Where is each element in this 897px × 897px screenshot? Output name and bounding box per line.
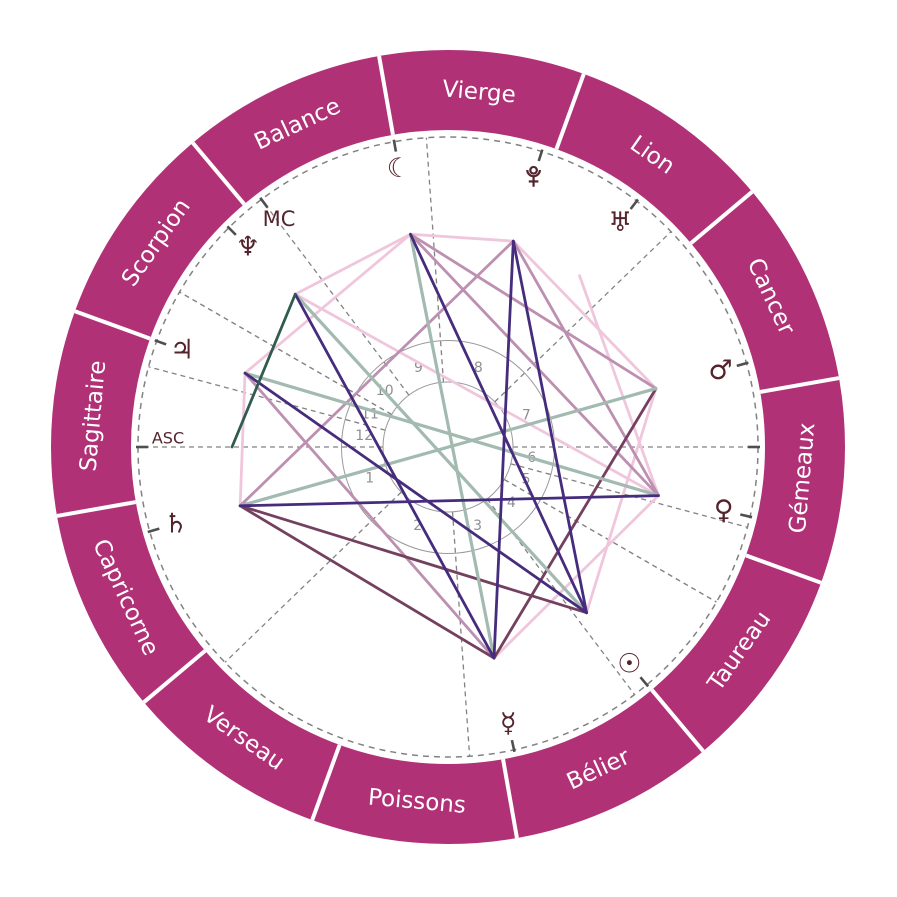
house-cusp-line (224, 491, 402, 663)
aspect-line-saturn-pluto (238, 239, 515, 508)
aspect-line-pluto-mars (511, 239, 658, 390)
aspect-line-jupiter-sun (243, 371, 588, 615)
zodiac-sign-separator (377, 55, 395, 136)
aspect-line-moon-pluto (409, 232, 515, 243)
aspect-line-pluto-mercury (492, 239, 515, 660)
house-cusp-line (451, 511, 471, 757)
house-cusp-line (179, 291, 393, 416)
aspect-line-jupiter-mercury (243, 371, 496, 660)
house-number-2: 2 (413, 518, 422, 534)
house-cusp-line (148, 366, 386, 431)
house-circle-inner (382, 381, 514, 513)
house-cusp-line (510, 463, 748, 528)
house-number-5: 5 (522, 471, 531, 487)
aspect-line-saturn-venus (238, 494, 660, 508)
degree-tick-sun (639, 676, 650, 688)
aspect-line-uranus-venus (578, 274, 660, 497)
aspect-line-pluto-venus (511, 239, 660, 497)
aspect-line-neptune-venus (293, 292, 660, 497)
zodiac-sign-label-vierge: Vierge (441, 76, 517, 108)
house-cusp-line (494, 231, 672, 403)
aspect-line-neptune-sun (293, 292, 589, 615)
degree-tick-uranus (629, 198, 639, 210)
house-cusp-line (425, 137, 445, 383)
planet-symbol-neptune: ♆ (236, 231, 260, 262)
aspect-line-moon-sun (409, 232, 588, 615)
zodiac-sign-separator (650, 688, 705, 753)
planet-symbol-saturn: ♄ (164, 509, 188, 540)
planet-symbol-pluto (526, 165, 541, 187)
planet-symbol-mars: ♂ (708, 355, 732, 386)
planet-symbol-moon: ☾ (387, 153, 411, 184)
aspect-line-saturn-sun (238, 504, 588, 615)
aspect-line-neptune-asc (230, 292, 297, 449)
house-number-12: 12 (355, 428, 373, 444)
axis-label-mc: MC (263, 207, 296, 231)
zodiac-sign-separator (56, 500, 137, 518)
aspect-line-moon-neptune (293, 232, 412, 296)
aspect-line-neptune-mercury (293, 292, 496, 660)
zodiac-sign-separator (689, 190, 754, 245)
degree-tick-mercury (510, 739, 516, 753)
aspect-line-saturn-mars (238, 386, 658, 508)
house-number-9: 9 (414, 360, 423, 376)
planet-symbol-jupiter: ♃ (170, 335, 194, 366)
zodiac-sign-separator (310, 744, 342, 821)
degree-tick-mars (736, 361, 749, 368)
degree-tick-venus (740, 513, 753, 519)
house-number-4: 4 (507, 495, 516, 511)
zodiac-sign-separator (759, 376, 840, 394)
degree-tick-neptune (226, 225, 237, 236)
degree-tick-axis (259, 197, 269, 209)
aspect-line-moon-mars (409, 232, 658, 390)
house-cusp-line (260, 199, 410, 396)
zodiac-ring (51, 50, 845, 844)
degree-tick-saturn (147, 527, 160, 534)
degree-tick-pluto (537, 149, 544, 162)
aspect-line-saturn-mercury (238, 504, 496, 660)
planet-symbol-mercury: ☿ (500, 708, 517, 739)
degree-tick-jupiter (154, 339, 167, 346)
planet-symbol-uranus: ♅ (608, 207, 632, 238)
house-number-8: 8 (474, 360, 483, 376)
axis-label-asc: ASC (152, 429, 184, 448)
house-number-7: 7 (522, 407, 531, 423)
zodiac-sign-separator (501, 758, 519, 839)
degree-tick-moon (392, 139, 398, 152)
planet-symbol-venus: ♀ (714, 495, 734, 526)
aspect-line-venus-mercury (492, 494, 660, 660)
zodiac-sign-separator (74, 309, 151, 341)
planet-symbol-sun: ☉ (617, 649, 641, 680)
aspect-line-mars-sun (585, 387, 658, 615)
zodiac-sign-separator (554, 73, 586, 150)
aspect-line-pluto-sun (511, 239, 588, 615)
house-number-1: 1 (365, 471, 374, 487)
aspect-line-mars-mercury (492, 387, 658, 660)
house-number-3: 3 (473, 518, 482, 534)
zodiac-sign-separator (745, 553, 822, 585)
aspect-line-jupiter-venus (243, 371, 661, 498)
zodiac-sign-separator (142, 649, 207, 704)
house-cusp-line (503, 478, 717, 603)
aspect-line-jupiter-saturn (238, 371, 247, 508)
zodiac-sign-separator (191, 141, 246, 206)
